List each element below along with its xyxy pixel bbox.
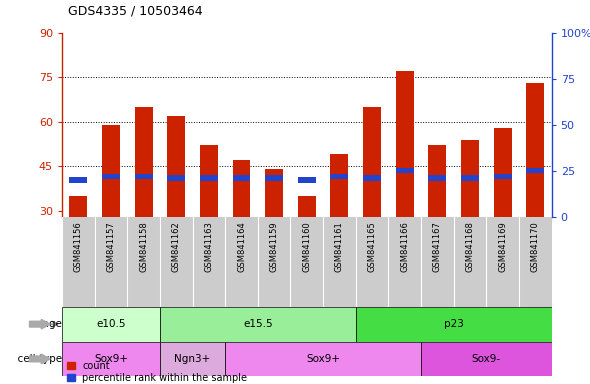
Bar: [160, 307, 356, 341]
Text: GSM841165: GSM841165: [368, 221, 376, 272]
Bar: [363, 107, 381, 217]
Bar: [526, 83, 545, 217]
Text: GSM841168: GSM841168: [466, 221, 474, 272]
Text: GSM841163: GSM841163: [204, 221, 214, 272]
Text: GSM841167: GSM841167: [433, 221, 442, 272]
Text: Sox9+: Sox9+: [94, 354, 128, 364]
Bar: [526, 168, 545, 174]
Text: GSM841160: GSM841160: [302, 221, 312, 272]
Text: GSM841157: GSM841157: [106, 221, 116, 272]
Bar: [69, 196, 87, 217]
Legend: count, percentile rank within the sample: count, percentile rank within the sample: [67, 361, 247, 383]
Bar: [167, 175, 185, 181]
Bar: [428, 146, 447, 217]
Text: GSM841156: GSM841156: [74, 221, 83, 272]
Bar: [265, 169, 283, 217]
Text: p23: p23: [444, 319, 464, 329]
Text: GSM841159: GSM841159: [270, 221, 278, 272]
Bar: [102, 174, 120, 179]
Bar: [62, 307, 160, 341]
Bar: [356, 307, 552, 341]
Bar: [232, 175, 251, 181]
Text: GSM841164: GSM841164: [237, 221, 246, 272]
Bar: [225, 341, 421, 376]
Bar: [330, 174, 349, 179]
Text: GSM841158: GSM841158: [139, 221, 148, 272]
Bar: [200, 146, 218, 217]
Bar: [461, 139, 479, 217]
Bar: [363, 175, 381, 181]
Bar: [494, 174, 512, 179]
Bar: [330, 154, 349, 217]
Bar: [265, 175, 283, 181]
Bar: [396, 71, 414, 217]
Bar: [421, 341, 552, 376]
Bar: [200, 175, 218, 181]
Bar: [167, 116, 185, 217]
Bar: [232, 161, 251, 217]
Bar: [298, 196, 316, 217]
Text: GSM841161: GSM841161: [335, 221, 344, 272]
Bar: [135, 107, 153, 217]
Text: e10.5: e10.5: [96, 319, 126, 329]
Text: GSM841169: GSM841169: [498, 221, 507, 272]
Text: GDS4335 / 10503464: GDS4335 / 10503464: [68, 4, 202, 17]
Bar: [428, 175, 447, 181]
Text: age: age: [36, 319, 62, 329]
Bar: [62, 341, 160, 376]
Bar: [69, 177, 87, 183]
Text: e15.5: e15.5: [243, 319, 273, 329]
Bar: [494, 127, 512, 217]
Bar: [102, 125, 120, 217]
Text: cell type: cell type: [11, 354, 62, 364]
Text: Sox9+: Sox9+: [306, 354, 340, 364]
Bar: [461, 175, 479, 181]
Text: GSM841162: GSM841162: [172, 221, 181, 272]
Bar: [135, 174, 153, 179]
Text: Sox9-: Sox9-: [472, 354, 501, 364]
Bar: [160, 341, 225, 376]
Text: GSM841170: GSM841170: [531, 221, 540, 272]
Bar: [396, 168, 414, 174]
Text: Ngn3+: Ngn3+: [175, 354, 211, 364]
Text: GSM841166: GSM841166: [400, 221, 409, 272]
Bar: [298, 177, 316, 183]
